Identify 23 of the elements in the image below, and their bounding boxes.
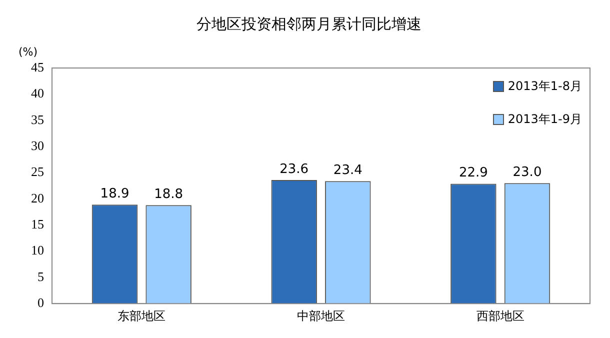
y-tick-label: 0 (38, 295, 44, 310)
chart-title: 分地区投资相邻两月累计同比增速 (196, 14, 422, 33)
y-tick-label: 30 (31, 138, 44, 153)
legend-label: 2013年1-8月 (508, 78, 582, 95)
y-axis-title: (%) (18, 45, 38, 58)
x-tick-label: 东部地区 (118, 308, 166, 323)
y-tick-label: 10 (31, 242, 44, 258)
data-label: 22.9 (458, 166, 488, 181)
y-tick-label: 45 (31, 59, 44, 74)
data-label: 23.4 (333, 162, 362, 178)
y-tick-label: 40 (31, 86, 44, 101)
y-tick-label: 20 (31, 190, 44, 206)
y-tick-label: 25 (31, 164, 44, 180)
y-tick-label: 5 (38, 268, 44, 284)
x-tick-label: 中部地区 (297, 308, 345, 323)
y-tick-label: 15 (31, 216, 44, 232)
y-tick-label: 35 (31, 112, 44, 127)
data-label: 18.9 (100, 186, 130, 202)
x-tick-label: 西部地区 (476, 308, 524, 323)
data-label: 23.0 (512, 165, 542, 180)
legend-label: 2013年1-9月 (508, 111, 582, 128)
data-label: 18.8 (154, 187, 184, 202)
data-label: 23.6 (280, 162, 309, 177)
